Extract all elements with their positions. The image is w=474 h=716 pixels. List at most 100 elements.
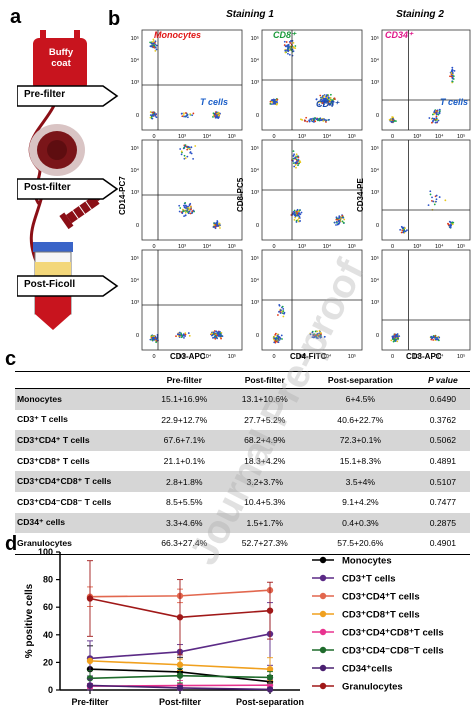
event-dot xyxy=(332,100,335,103)
event-dot xyxy=(151,336,154,339)
data-point xyxy=(176,661,184,668)
event-dot xyxy=(213,222,216,225)
event-dot xyxy=(184,335,186,338)
event-dot xyxy=(277,338,280,341)
y-axis-label-cd34: CD34-PE xyxy=(356,178,365,212)
legend-marker xyxy=(319,556,327,564)
event-dot xyxy=(309,333,312,336)
cell-population-table: Pre-filter Post-filter Post-separation P… xyxy=(15,371,470,555)
panel-d-letter: d xyxy=(5,533,18,555)
x-tick-label: 0 xyxy=(272,134,275,140)
event-dot xyxy=(181,112,183,115)
x-tick-label: 10³ xyxy=(298,244,306,250)
event-dot xyxy=(428,117,431,119)
table-cell: 15.1+8.3% xyxy=(339,456,382,467)
event-dot xyxy=(329,103,332,106)
event-dot xyxy=(451,72,454,75)
event-dot xyxy=(438,196,441,198)
x-tick-label: 10⁵ xyxy=(457,353,465,360)
table-row: Monocytes 15.1+16.9% 13.1+10.6% 6+4.5% 0… xyxy=(15,388,470,410)
event-dot xyxy=(338,221,341,224)
event-dot xyxy=(152,40,155,42)
event-dot xyxy=(314,334,317,336)
event-dot xyxy=(184,201,187,204)
event-dot xyxy=(188,146,191,149)
event-dot xyxy=(306,120,309,123)
event-dot xyxy=(188,208,190,211)
table-cell: 22.9+12.7% xyxy=(161,414,208,425)
event-dot xyxy=(213,336,216,339)
y-tick-label: 0 xyxy=(256,333,259,339)
table-cell: CD3⁺CD4⁺ T cells xyxy=(15,430,144,451)
event-dot xyxy=(219,331,221,333)
y-tick-label: 0 xyxy=(376,333,379,339)
x-tick-label: 10⁴ xyxy=(203,353,212,360)
y-tick-label: 0 xyxy=(376,223,379,229)
event-dot xyxy=(292,41,295,44)
event-dot xyxy=(155,116,158,119)
legend-marker xyxy=(319,682,327,690)
y-tick-label: 10⁵ xyxy=(251,35,259,42)
gate-label-cd4: CD4⁺ xyxy=(316,99,339,109)
bag-label: Buffy coat xyxy=(34,47,88,69)
table-header: Pre-filter xyxy=(144,371,225,389)
event-dot xyxy=(185,207,187,210)
event-dot xyxy=(273,337,276,340)
table-cell: 27.7+5.2% xyxy=(244,414,286,425)
event-dot xyxy=(190,146,193,149)
event-dot xyxy=(153,113,156,116)
event-dot xyxy=(284,51,287,54)
event-dot xyxy=(297,159,300,161)
gate-label-cd8: CD8⁺ xyxy=(273,30,296,40)
event-dot xyxy=(304,120,306,122)
y-tick-label: 20 xyxy=(43,657,53,667)
event-dot xyxy=(155,113,158,115)
dot-plot-frame xyxy=(381,139,471,241)
event-dot xyxy=(434,121,437,124)
event-dot xyxy=(305,116,308,119)
table-cell: 13.1+10.6% xyxy=(224,388,305,410)
table-cell: CD3⁺CD4⁻CD8⁻ T cells xyxy=(17,496,112,507)
event-dot xyxy=(319,94,322,97)
event-dot xyxy=(297,210,300,213)
event-dot xyxy=(295,219,298,222)
x-tick-label: Post-separation xyxy=(236,697,304,707)
event-dot xyxy=(216,112,219,115)
event-dot xyxy=(400,231,403,234)
x-tick-label: 10³ xyxy=(178,134,186,140)
event-dot xyxy=(450,223,452,226)
staining-2-title: Staining 2 xyxy=(396,9,444,20)
event-dot xyxy=(392,335,395,338)
y-tick-label: 0 xyxy=(376,113,379,119)
x-tick-label: 10⁴ xyxy=(323,133,332,140)
event-dot xyxy=(288,45,290,48)
event-dot xyxy=(188,204,191,207)
y-tick-label: 10⁵ xyxy=(371,35,379,42)
event-dot xyxy=(287,49,290,52)
y-tick-label: 10³ xyxy=(371,300,379,306)
table-header: Post-separation xyxy=(305,371,416,389)
event-dot xyxy=(289,42,292,44)
event-dot xyxy=(292,213,294,215)
x-tick-label: 0 xyxy=(391,134,394,140)
table-cell: CD3⁺ T cells xyxy=(17,414,68,425)
event-dot xyxy=(435,115,438,118)
event-dot xyxy=(298,162,300,165)
y-tick-label: 10⁵ xyxy=(251,255,259,262)
event-dot xyxy=(151,41,154,43)
y-tick-label: 10⁴ xyxy=(371,57,380,64)
event-dot xyxy=(308,120,311,123)
event-dot xyxy=(188,210,191,213)
event-dot xyxy=(183,154,186,157)
event-dot xyxy=(438,108,441,111)
event-dot xyxy=(221,335,224,337)
ficoll-tube-cap xyxy=(33,242,73,252)
event-dot xyxy=(394,334,397,337)
event-dot xyxy=(281,305,284,308)
event-dot xyxy=(335,220,338,223)
table-cell: CD3⁺CD4⁺CD8⁺ T cells xyxy=(15,471,144,492)
table-row: CD3⁺CD4⁺CD8⁺ T cells 2.8+1.8% 3.2+3.7% 3… xyxy=(15,471,470,492)
x-axis-label-cd3-2: CD3-APC xyxy=(406,352,442,361)
x-tick-label: 10³ xyxy=(413,244,421,250)
event-dot xyxy=(155,341,158,344)
